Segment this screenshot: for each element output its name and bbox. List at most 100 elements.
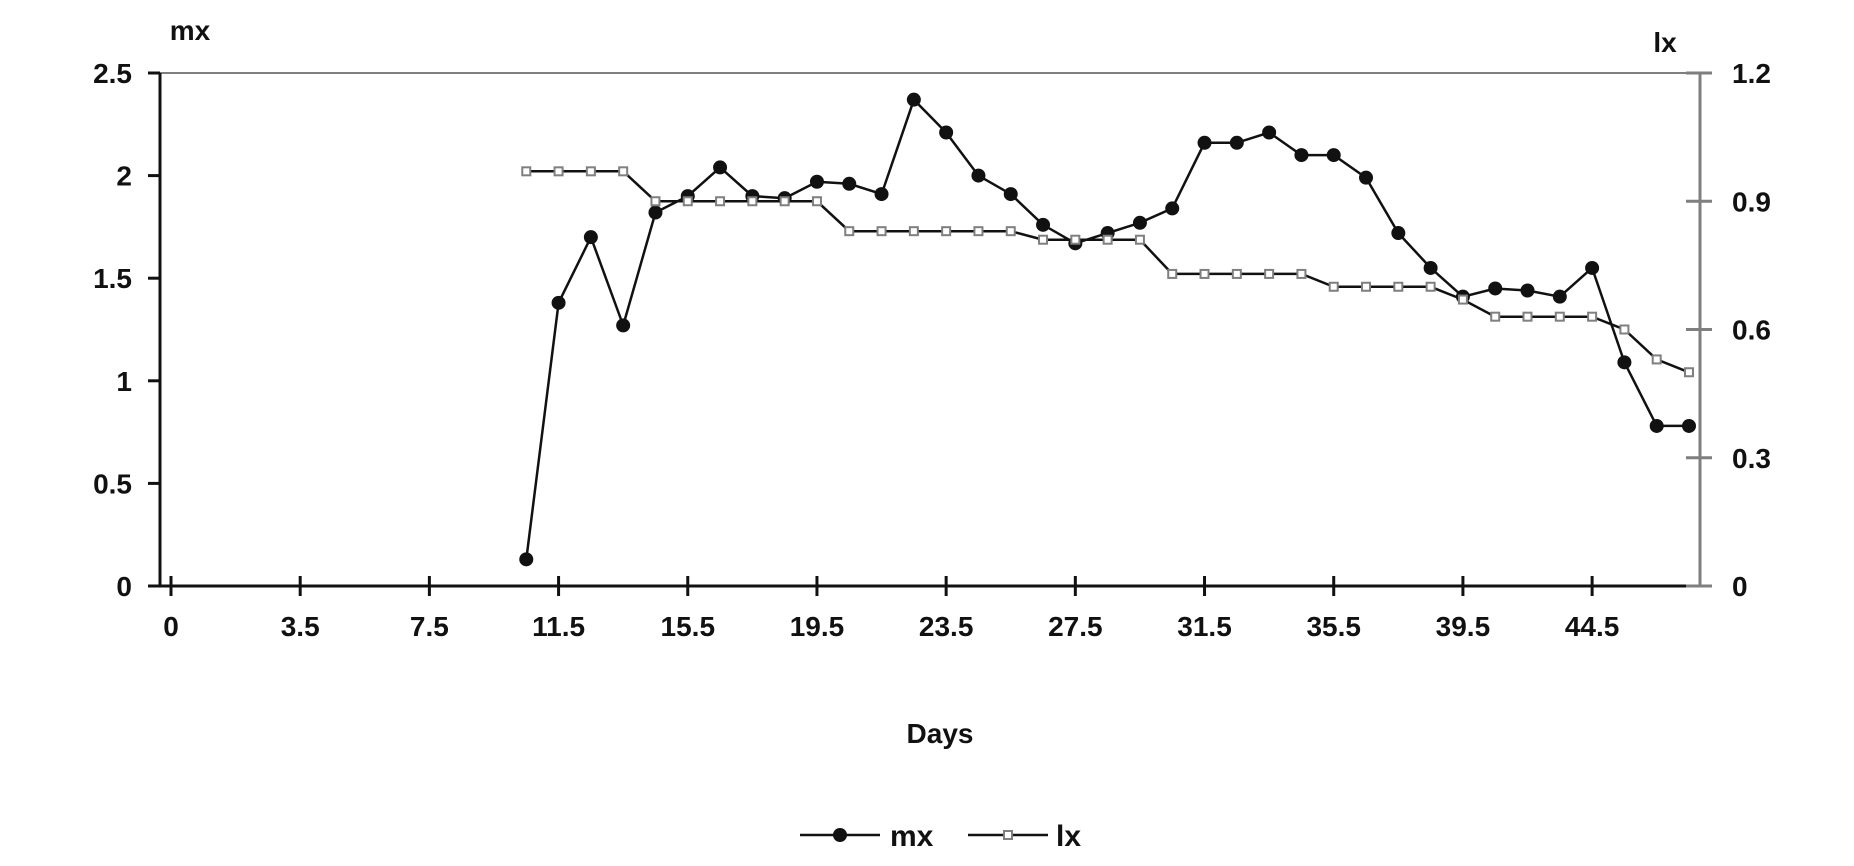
point-mx [1197,135,1212,150]
point-lx [1651,354,1662,365]
y-left-tick-label: 1.5 [93,263,132,294]
series-lx [521,166,1694,378]
point-mx [971,168,986,183]
x-tick-label: 0 [163,611,179,642]
point-lx [1522,311,1533,322]
point-lx [1425,281,1436,292]
point-lx [715,196,726,207]
x-tick-label: 35.5 [1306,611,1361,642]
point-lx [1038,234,1049,245]
point-lx [1587,311,1598,322]
point-lx [941,226,952,237]
point-mx [1423,260,1438,275]
point-mx [1488,281,1503,296]
point-mx [1391,226,1406,241]
point-lx [1231,268,1242,279]
point-mx [809,174,824,189]
point-mx [1585,260,1600,275]
series-line-lx [526,170,1690,374]
point-lx [1457,294,1468,305]
point-lx [1070,234,1081,245]
y-left-tick-label: 1 [116,366,132,397]
point-mx [616,318,631,333]
point-mx [1003,187,1018,202]
legend-entry-mx: mx [800,820,934,853]
y-right-tick-label: 0.9 [1732,186,1771,217]
point-mx [1326,148,1341,163]
point-lx [1134,234,1145,245]
legend-marker-mx [833,828,847,842]
point-mx [1649,418,1664,433]
x-tick-label: 11.5 [532,611,585,642]
y-axis-right-title: lx [1653,27,1677,58]
y-right-tick-label: 0.3 [1732,443,1771,474]
point-lx [618,166,629,177]
point-mx [1682,418,1696,433]
point-mx [583,230,598,245]
series-mx [519,92,1696,567]
x-tick-label: 3.5 [281,611,320,642]
point-mx [1132,215,1147,230]
point-mx [1359,170,1374,185]
legend: mx lx [800,820,1081,853]
point-lx [682,196,693,207]
point-lx [1619,324,1630,335]
point-lx [1296,268,1307,279]
point-lx [1005,226,1016,237]
point-lx [1167,268,1178,279]
point-lx [1264,268,1275,279]
point-lx [1361,281,1372,292]
point-lx [1199,268,1210,279]
point-mx [1036,217,1051,232]
legend-label-lx: lx [1056,820,1081,853]
y-axis-left-title: mx [170,15,211,46]
x-axis-title: Days [907,718,974,749]
point-lx [779,196,790,207]
x-tick-label: 15.5 [661,611,716,642]
point-mx [939,125,954,140]
point-lx [1393,281,1404,292]
point-mx [1552,289,1567,304]
point-mx [551,295,566,310]
x-tick-label: 7.5 [410,611,449,642]
x-tick-label: 44.5 [1565,611,1620,642]
point-lx [908,226,919,237]
x-tick-label: 23.5 [919,611,974,642]
y-left-tick-label: 2.5 [93,58,132,89]
point-lx [844,226,855,237]
y-right-tick-label: 0.6 [1732,315,1771,346]
series-line-mx [525,97,1689,560]
point-mx [1165,201,1180,216]
point-mx [648,205,663,220]
y-right-tick-label: 1.2 [1732,58,1771,89]
x-tick-label: 27.5 [1048,611,1103,642]
point-mx [713,160,728,175]
point-lx [585,166,596,177]
point-lx [973,226,984,237]
legend-entry-lx: lx [968,820,1081,853]
point-lx [1684,367,1694,378]
point-lx [811,196,822,207]
point-lx [650,196,661,207]
point-lx [747,196,758,207]
point-mx [519,552,534,567]
point-mx [1229,135,1244,150]
y-left-tick-label: 0.5 [93,468,132,499]
y-right-tick-label: 0 [1732,571,1748,602]
x-tick-label: 31.5 [1177,611,1232,642]
x-tick-label: 39.5 [1436,611,1491,642]
point-lx [876,226,887,237]
point-lx [521,166,532,177]
point-mx [906,92,921,107]
y-left-tick-label: 0 [116,571,132,602]
point-mx [1617,355,1632,370]
axes-layer: 00.511.522.500.30.60.91.20 3.5 7.5 11.5 15.5… [93,58,1771,642]
point-mx [842,176,857,191]
point-mx [874,187,889,202]
legend-marker-lx [1003,830,1013,840]
legend-label-mx: mx [890,820,934,853]
point-lx [1328,281,1339,292]
point-lx [1554,311,1565,322]
